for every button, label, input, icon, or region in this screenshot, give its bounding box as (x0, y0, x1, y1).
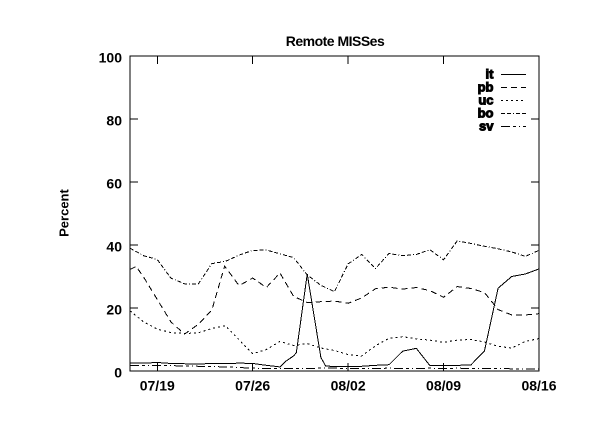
svg-text:sv: sv (479, 118, 494, 133)
svg-text:07/26: 07/26 (235, 378, 270, 394)
svg-text:08/16: 08/16 (521, 378, 556, 394)
svg-text:60: 60 (106, 176, 122, 192)
svg-text:Remote MISSes: Remote MISSes (286, 33, 385, 49)
svg-text:100: 100 (99, 50, 123, 66)
svg-text:80: 80 (106, 113, 122, 129)
svg-text:40: 40 (106, 239, 122, 255)
svg-text:08/09: 08/09 (426, 378, 461, 394)
svg-text:07/19: 07/19 (140, 378, 175, 394)
svg-text:it: it (486, 67, 495, 82)
svg-text:08/02: 08/02 (331, 378, 366, 394)
svg-text:0: 0 (114, 365, 122, 381)
svg-text:20: 20 (106, 302, 122, 318)
svg-text:Percent: Percent (57, 188, 72, 236)
svg-text:uc: uc (478, 92, 493, 107)
svg-text:bo: bo (478, 105, 494, 120)
svg-text:pb: pb (478, 79, 494, 94)
